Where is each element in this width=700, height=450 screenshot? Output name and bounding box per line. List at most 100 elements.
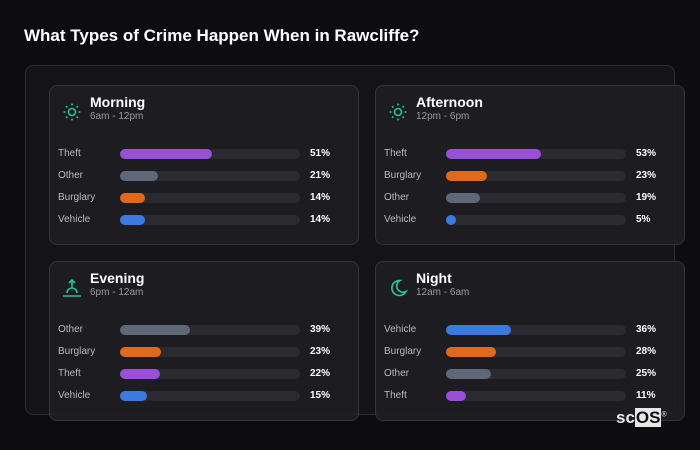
- card-title: Morning: [90, 94, 146, 110]
- bar-fill: [446, 391, 466, 401]
- card-title: Night: [416, 270, 452, 286]
- crime-label: Other: [384, 192, 410, 203]
- bar-fill: [120, 391, 147, 401]
- card-afternoon: Afternoon 12pm - 6pm Theft 53% Burglary …: [375, 85, 685, 245]
- crime-row: Other 19%: [384, 191, 674, 205]
- bar-track: [120, 193, 300, 203]
- crime-label: Vehicle: [58, 390, 91, 401]
- sunset-icon: [62, 278, 82, 298]
- card-evening: Evening 6pm - 12am Other 39% Burglary 23…: [49, 261, 359, 421]
- crime-label: Theft: [384, 390, 407, 401]
- crime-percent: 14%: [310, 214, 331, 225]
- bar-fill: [120, 347, 162, 357]
- bar-track: [120, 391, 300, 401]
- crime-label: Other: [58, 170, 84, 181]
- bar-fill: [120, 369, 160, 379]
- crime-label: Theft: [58, 148, 81, 159]
- crime-row: Vehicle 14%: [58, 213, 348, 227]
- crime-row: Theft 53%: [384, 147, 674, 161]
- bar-track: [120, 325, 300, 335]
- bar-track: [446, 171, 626, 181]
- crime-percent: 23%: [310, 346, 331, 357]
- bar-track: [446, 149, 626, 159]
- bar-fill: [446, 215, 456, 225]
- bar-track: [446, 347, 626, 357]
- crime-percent: 39%: [310, 324, 331, 335]
- crime-percent: 22%: [310, 368, 331, 379]
- bar-track: [120, 347, 300, 357]
- page-title: What Types of Crime Happen When in Rawcl…: [24, 26, 420, 45]
- bar-track: [120, 215, 300, 225]
- sun-icon: [388, 102, 408, 122]
- bar-track: [446, 369, 626, 379]
- bar-track: [446, 215, 626, 225]
- card-time-range: 12pm - 6pm: [416, 111, 470, 122]
- crime-percent: 11%: [636, 390, 656, 401]
- crime-percent: 28%: [636, 346, 657, 357]
- bar-fill: [120, 215, 146, 225]
- crime-percent: 23%: [636, 170, 657, 181]
- bar-fill: [446, 171, 488, 181]
- crime-label: Burglary: [58, 346, 96, 357]
- crime-row: Vehicle 5%: [384, 213, 674, 227]
- crime-row: Vehicle 15%: [58, 389, 348, 403]
- crime-row: Theft 11%: [384, 389, 674, 403]
- crime-row: Burglary 23%: [58, 345, 348, 359]
- card-time-range: 6pm - 12am: [90, 287, 144, 298]
- crime-label: Theft: [384, 148, 407, 159]
- bar-track: [120, 369, 300, 379]
- bar-track: [446, 391, 626, 401]
- crime-percent: 19%: [636, 192, 657, 203]
- crime-label: Burglary: [384, 346, 422, 357]
- crime-percent: 21%: [310, 170, 331, 181]
- bar-fill: [120, 171, 158, 181]
- card-time-range: 6am - 12pm: [90, 111, 144, 122]
- crime-row: Theft 22%: [58, 367, 348, 381]
- card-title: Evening: [90, 270, 145, 286]
- bar-fill: [446, 193, 481, 203]
- crime-row: Theft 51%: [58, 147, 348, 161]
- logo-text-os: OS: [634, 408, 662, 427]
- bar-fill: [446, 325, 511, 335]
- crime-row: Other 21%: [58, 169, 348, 183]
- crime-percent: 5%: [636, 214, 651, 225]
- crime-label: Vehicle: [384, 324, 417, 335]
- bar-fill: [446, 149, 542, 159]
- crime-row: Other 39%: [58, 323, 348, 337]
- logo-text: sc: [616, 408, 635, 427]
- crime-label: Other: [58, 324, 84, 335]
- crime-row: Vehicle 36%: [384, 323, 674, 337]
- card-title: Afternoon: [416, 94, 483, 110]
- sun-icon: [62, 102, 82, 122]
- logo-mark: ®: [661, 411, 667, 419]
- crime-percent: 15%: [310, 390, 331, 401]
- bar-fill: [446, 369, 491, 379]
- crime-percent: 36%: [636, 324, 657, 335]
- crime-label: Theft: [58, 368, 81, 379]
- bar-track: [120, 171, 300, 181]
- crime-row: Other 25%: [384, 367, 674, 381]
- bar-fill: [446, 347, 497, 357]
- moon-icon: [388, 278, 408, 298]
- crime-label: Vehicle: [58, 214, 91, 225]
- crime-label: Burglary: [384, 170, 422, 181]
- crime-percent: 25%: [636, 368, 657, 379]
- crime-row: Burglary 28%: [384, 345, 674, 359]
- bar-fill: [120, 193, 146, 203]
- scos-logo: scOS®: [616, 408, 667, 428]
- bar-track: [120, 149, 300, 159]
- crime-row: Burglary 23%: [384, 169, 674, 183]
- crime-percent: 51%: [310, 148, 331, 159]
- card-night: Night 12am - 6am Vehicle 36% Burglary 28…: [375, 261, 685, 421]
- crime-label: Burglary: [58, 192, 96, 203]
- card-morning: Morning 6am - 12pm Theft 51% Other 21% B…: [49, 85, 359, 245]
- crime-percent: 53%: [636, 148, 657, 159]
- crime-row: Burglary 14%: [58, 191, 348, 205]
- card-time-range: 12am - 6am: [416, 287, 470, 298]
- crime-label: Vehicle: [384, 214, 417, 225]
- crime-label: Other: [384, 368, 410, 379]
- bar-track: [446, 193, 626, 203]
- crime-percent: 14%: [310, 192, 331, 203]
- bar-track: [446, 325, 626, 335]
- bar-fill: [120, 325, 191, 335]
